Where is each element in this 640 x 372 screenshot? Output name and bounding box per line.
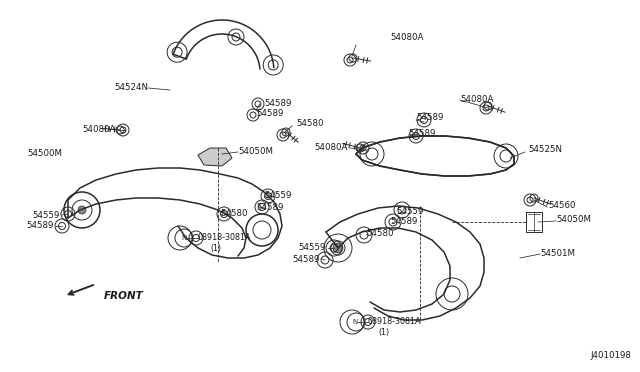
Text: 54589: 54589	[264, 99, 291, 109]
Text: 54080A: 54080A	[460, 96, 493, 105]
Text: 08918-3081A: 08918-3081A	[368, 317, 422, 327]
Text: 54559: 54559	[299, 244, 326, 253]
Text: 54580: 54580	[296, 119, 323, 128]
Text: N: N	[353, 319, 358, 325]
Text: 54580: 54580	[366, 230, 394, 238]
Text: 54050M: 54050M	[238, 148, 273, 157]
Text: N: N	[181, 235, 187, 241]
Text: 54589: 54589	[292, 254, 320, 263]
Text: 54589: 54589	[256, 202, 284, 212]
Text: 54525N: 54525N	[528, 145, 562, 154]
Text: 54559: 54559	[33, 211, 60, 219]
Text: 54589: 54589	[408, 129, 435, 138]
Text: FRONT: FRONT	[104, 291, 144, 301]
Text: 54589: 54589	[256, 109, 284, 119]
Text: 54560: 54560	[548, 202, 575, 211]
Circle shape	[78, 206, 86, 214]
Text: 54080A: 54080A	[390, 33, 424, 42]
Text: 54080A: 54080A	[83, 125, 116, 135]
Text: 54080A: 54080A	[315, 144, 348, 153]
Polygon shape	[198, 148, 232, 166]
Text: 54589: 54589	[390, 218, 417, 227]
Text: 54050M: 54050M	[556, 215, 591, 224]
Text: 54589: 54589	[416, 113, 444, 122]
Text: 54589: 54589	[27, 221, 54, 231]
Text: 54559: 54559	[264, 192, 291, 201]
Text: 54501M: 54501M	[540, 250, 575, 259]
Text: J4010198: J4010198	[590, 352, 631, 360]
Text: 54559: 54559	[396, 208, 424, 217]
Text: (1): (1)	[378, 327, 389, 337]
Text: 54524N: 54524N	[114, 83, 148, 93]
Text: 54580: 54580	[220, 208, 248, 218]
Text: 54500M: 54500M	[27, 150, 62, 158]
Text: (1): (1)	[210, 244, 221, 253]
Text: 08918-3081A: 08918-3081A	[198, 234, 252, 243]
Circle shape	[333, 243, 343, 253]
